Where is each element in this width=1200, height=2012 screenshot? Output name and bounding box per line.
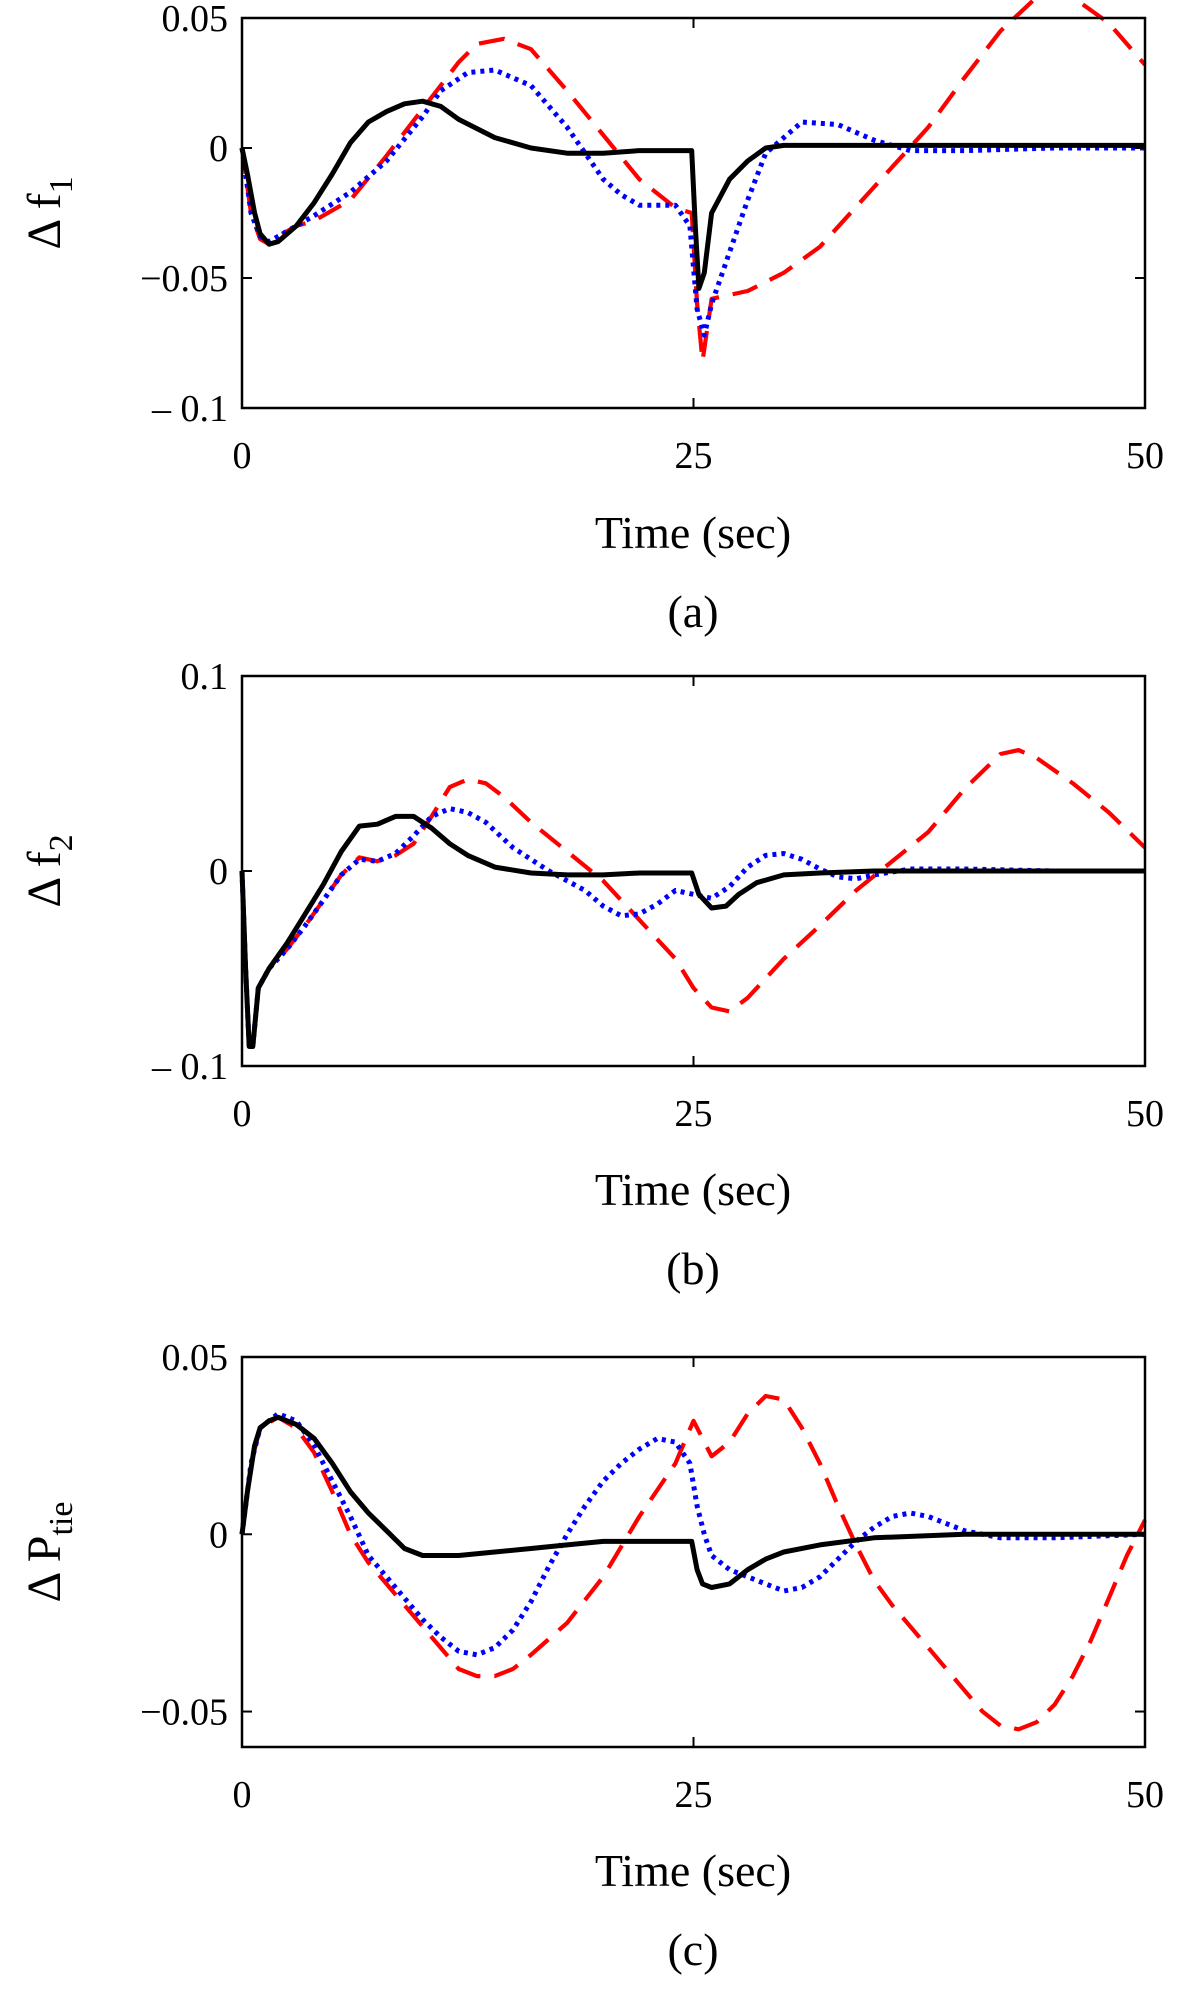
x-ticks-a: 0 25 50	[233, 18, 1164, 477]
y-tick-label-b: 0.1	[181, 656, 229, 698]
y-axis-label-main-c: Δ P	[18, 1536, 71, 1603]
series-dotted-line-b	[239, 806, 1145, 1049]
y-tick-label-a: −0.05	[140, 258, 228, 300]
panel-caption-b: (b)	[666, 1243, 720, 1294]
y-axis-label-b: Δ f2	[18, 834, 80, 907]
y-axis-label-main-a: Δ f	[18, 193, 71, 249]
x-ticks-b: 0 25 50	[233, 676, 1164, 1135]
series-solid-line-b	[239, 813, 1145, 1049]
y-tick-label-c: 0.05	[162, 1337, 229, 1379]
y-axis-label-a: Δ f1	[18, 176, 80, 249]
series-dashed-line-b	[239, 747, 1147, 1049]
x-tick-label-b: 50	[1126, 1093, 1164, 1135]
x-tick-label-c: 25	[675, 1774, 713, 1816]
y-tick-label-b: 0	[209, 851, 228, 893]
x-axis-label-c: Time (sec)	[595, 1845, 791, 1896]
panel-caption-c: (c)	[667, 1924, 718, 1975]
y-axis-label-c: Δ Ptie	[18, 1502, 80, 1603]
x-axis-label-a: Time (sec)	[595, 507, 791, 558]
y-ticks-b: – 0.1 0 0.1	[151, 656, 1145, 1088]
series-dashed-line-c	[239, 1393, 1147, 1732]
x-tick-label-a: 50	[1126, 435, 1164, 477]
x-ticks-c: 0 25 50	[233, 1357, 1164, 1816]
x-tick-label-c: 50	[1126, 1774, 1164, 1816]
series-group-c	[239, 1393, 1147, 1732]
y-tick-label-a: 0.05	[162, 0, 229, 40]
panel-b: – 0.100.1 0 25 50 Time (sec) (b) Δ f2	[18, 656, 1164, 1294]
x-tick-label-a: 0	[233, 435, 252, 477]
y-tick-label-c: 0	[209, 1514, 228, 1556]
panel-a: – 0.1 −0.05 0 0.05 0 25 50 Time (sec) (a) Δ f…	[18, 0, 1164, 637]
y-axis-label-sub-a: 1	[43, 176, 80, 193]
y-axis-label-sub-c: tie	[43, 1502, 80, 1536]
x-axis-label-b: Time (sec)	[595, 1164, 791, 1215]
x-tick-label-a: 25	[675, 435, 713, 477]
series-dotted-line-c	[239, 1411, 1146, 1658]
y-axis-label-sub-b: 2	[43, 834, 80, 851]
y-tick-label-a: – 0.1	[151, 388, 228, 430]
series-group-b	[239, 747, 1147, 1049]
y-ticks-a: – 0.1 −0.05 0 0.05	[140, 0, 1145, 430]
series-solid-line-a	[239, 98, 1145, 291]
x-tick-label-b: 25	[675, 1093, 713, 1135]
x-tick-label-c: 0	[233, 1774, 252, 1816]
y-tick-label-b: – 0.1	[151, 1046, 228, 1088]
x-tick-label-b: 0	[233, 1093, 252, 1135]
y-tick-label-a: 0	[209, 128, 228, 170]
series-solid-line-c	[239, 1414, 1145, 1590]
panel-caption-a: (a)	[667, 586, 718, 637]
y-tick-label-c: −0.05	[140, 1692, 228, 1734]
series-group-a	[239, 0, 1147, 364]
y-ticks-c: −0.05 0 0.05	[140, 1337, 1145, 1734]
y-axis-label-main-b: Δ f	[18, 851, 71, 907]
